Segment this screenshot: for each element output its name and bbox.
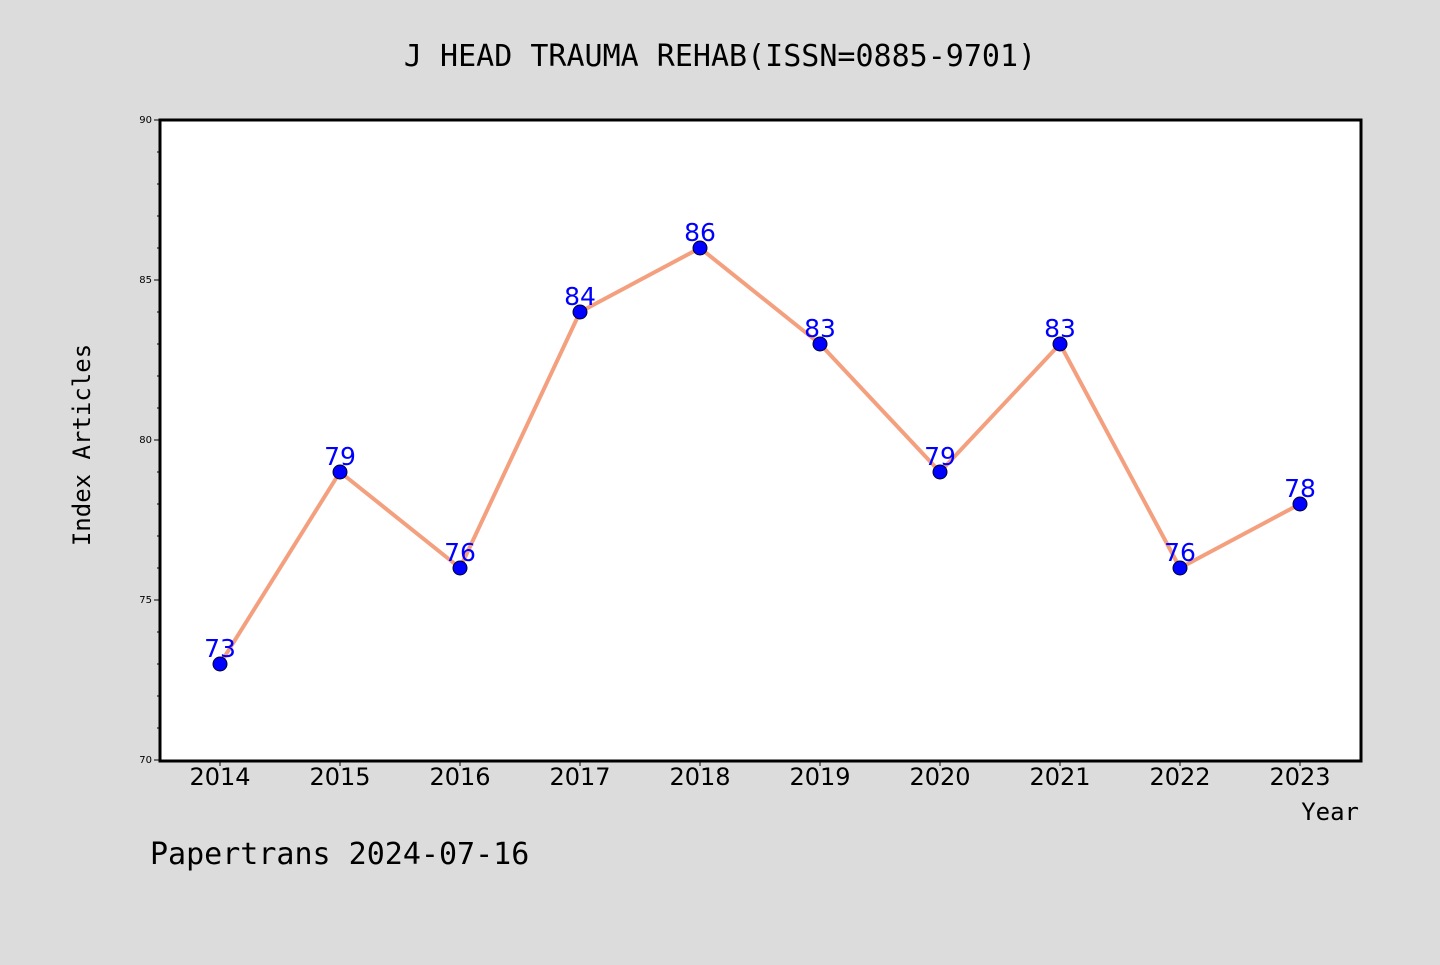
data-point xyxy=(452,560,468,576)
data-point xyxy=(1052,336,1068,352)
data-point xyxy=(212,656,228,672)
x-tick-label: 2019 xyxy=(789,763,850,791)
data-point xyxy=(932,464,948,480)
x-tick-label: 2015 xyxy=(309,763,370,791)
data-label: 83 xyxy=(1044,314,1076,343)
footer-credit: Papertrans 2024-07-16 xyxy=(150,837,529,872)
x-tick-label: 2014 xyxy=(189,763,250,791)
x-axis: 2014 2015 2016 2017 2018 2019 2020 2021 2022 2023 xyxy=(189,761,1331,791)
data-point xyxy=(572,304,588,320)
data-point xyxy=(1172,560,1188,576)
series-line xyxy=(218,246,1302,666)
x-tick-label: 2017 xyxy=(549,763,610,791)
chart-title: J HEAD TRAUMA REHAB(ISSN=0885-9701) xyxy=(404,39,1036,74)
y-tick-label: 80 xyxy=(139,435,152,446)
y-axis-label: Index Articles xyxy=(68,344,96,546)
x-tick-label: 2020 xyxy=(909,763,970,791)
y-tick-label: 75 xyxy=(139,595,152,606)
data-point xyxy=(692,240,708,256)
data-point xyxy=(1292,496,1308,512)
data-point xyxy=(812,336,828,352)
x-tick-label: 2021 xyxy=(1029,763,1090,791)
x-tick-label: 2023 xyxy=(1269,763,1330,791)
plot-area xyxy=(158,118,1363,763)
x-tick-label: 2018 xyxy=(669,763,730,791)
y-tick-label: 85 xyxy=(139,275,152,286)
data-label: 73 xyxy=(204,634,236,663)
data-label: 76 xyxy=(1164,538,1196,567)
x-tick-label: 2022 xyxy=(1149,763,1210,791)
data-label: 86 xyxy=(684,218,716,247)
x-axis-label: Year xyxy=(1301,798,1359,826)
data-label: 79 xyxy=(324,442,356,471)
series-line-group: 73 79 76 84 86 83 79 83 76 78 xyxy=(204,218,1316,672)
y-tick-label: 70 xyxy=(139,755,152,766)
data-label: 78 xyxy=(1284,474,1316,503)
x-tick-label: 2016 xyxy=(429,763,490,791)
data-label: 79 xyxy=(924,442,956,471)
data-label: 76 xyxy=(444,538,476,567)
y-tick-label: 90 xyxy=(139,115,152,126)
data-point xyxy=(332,464,348,480)
data-label: 84 xyxy=(564,282,596,311)
data-label: 83 xyxy=(804,314,836,343)
y-axis: 70 75 80 85 90 xyxy=(139,115,160,766)
